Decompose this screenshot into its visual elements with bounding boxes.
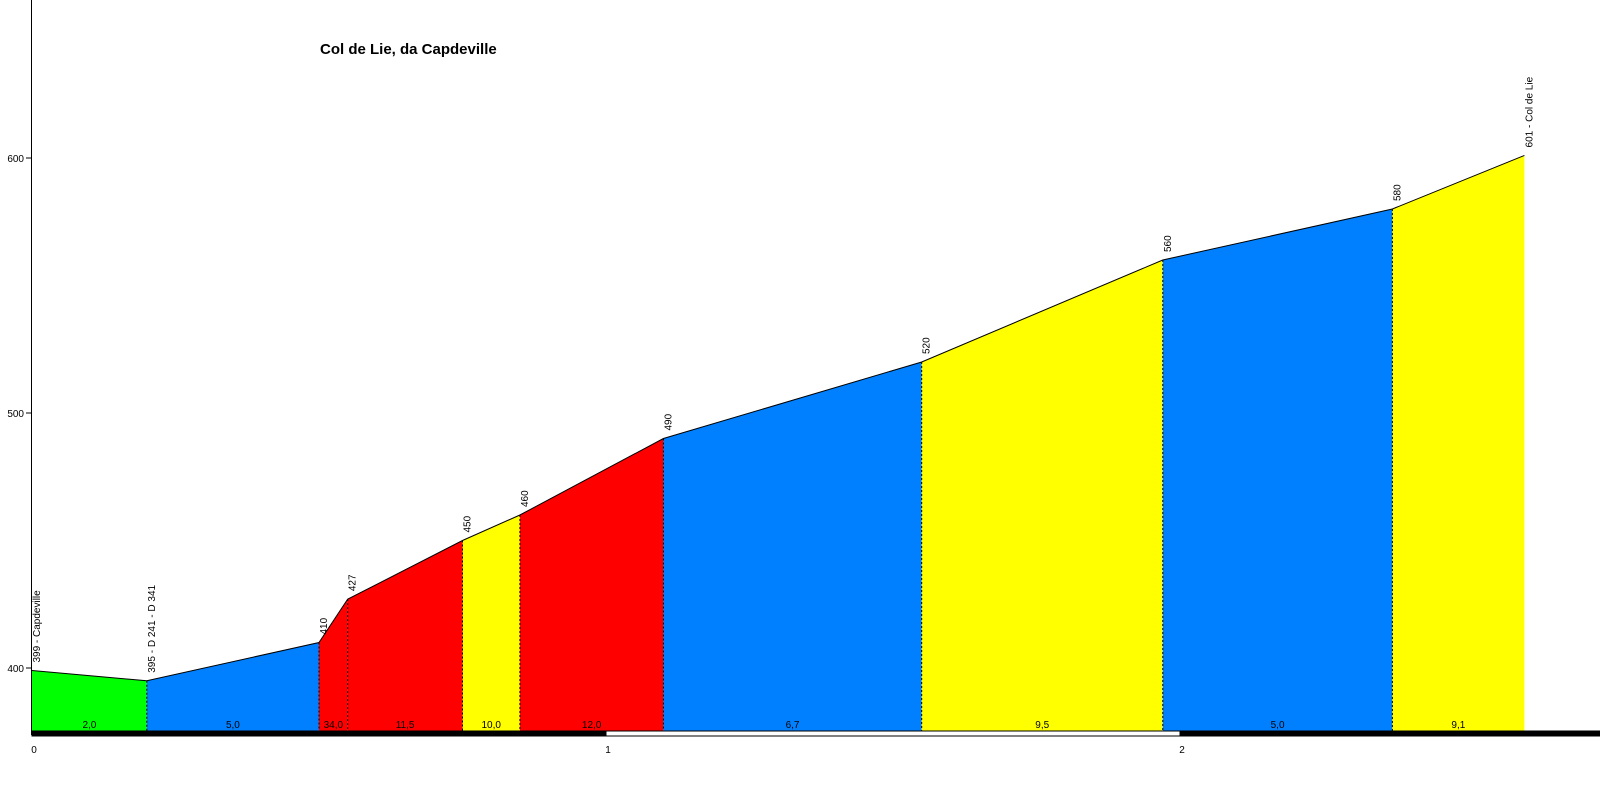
scale-bar-km-2 — [1179, 730, 1600, 737]
scale-bar-km-1 — [605, 730, 1181, 737]
profile-segment-1 — [32, 670, 147, 731]
gradient-label: 2,0 — [82, 720, 96, 731]
point-label: 395 - D 241 - D 341 — [147, 584, 158, 672]
distance-scale-bar — [31, 730, 1600, 737]
gradient-label: 12,0 — [582, 720, 602, 731]
point-label: 450 — [463, 515, 474, 532]
point-labels: 399 - Capdeville 395 - D 241 - D 341 410 42… — [32, 76, 1535, 672]
point-label: 460 — [520, 490, 531, 507]
y-tick-label: 500 — [7, 409, 24, 420]
gradient-labels: 2,0 5,0 34,0 11,5 10,0 12,0 6,7 9,5 5,0 9,1 — [82, 720, 1465, 731]
profile-line — [31, 154, 1525, 682]
profile-segment-7 — [663, 362, 922, 731]
point-label: 410 — [319, 617, 330, 634]
point-label: 580 — [1392, 184, 1403, 201]
point-label: 520 — [922, 337, 933, 354]
y-tick-label: 400 — [7, 664, 24, 675]
point-label: 427 — [348, 574, 359, 591]
gradient-label: 5,0 — [226, 720, 240, 731]
profile-segment-10 — [1392, 155, 1525, 731]
profile-segment-4 — [347, 540, 463, 731]
profile-segment-9 — [1162, 209, 1393, 731]
gradient-label: 6,7 — [786, 720, 800, 731]
x-tick-label: 1 — [605, 745, 611, 756]
x-tick-labels: 0 1 2 — [31, 745, 1185, 756]
y-tick-labels: 400 500 600 — [7, 154, 31, 675]
gradient-label: 9,1 — [1451, 720, 1465, 731]
x-tick-label: 0 — [31, 745, 37, 756]
point-label: 560 — [1163, 235, 1174, 252]
gradient-label: 9,5 — [1035, 720, 1049, 731]
y-tick-label: 600 — [7, 154, 24, 165]
chart-title: Col de Lie, da Capdeville — [320, 41, 497, 58]
profile-segment-5 — [462, 515, 520, 731]
profile-segment-6 — [519, 438, 664, 731]
point-label: 399 - Capdeville — [32, 590, 43, 663]
gradient-label: 10,0 — [481, 720, 501, 731]
profile-segments — [32, 155, 1525, 731]
segment-dividers — [146, 209, 1393, 731]
point-label: 601 - Col de Lie — [1524, 76, 1535, 147]
x-tick-label: 2 — [1179, 745, 1185, 756]
point-label: 490 — [663, 413, 674, 430]
gradient-label: 11,5 — [396, 720, 415, 731]
scale-bar-km-0 — [31, 730, 607, 737]
gradient-label: 5,0 — [1271, 720, 1285, 731]
profile-segment-2 — [146, 642, 319, 731]
gradient-label: 34,0 — [324, 720, 344, 731]
profile-segment-8 — [921, 260, 1163, 731]
